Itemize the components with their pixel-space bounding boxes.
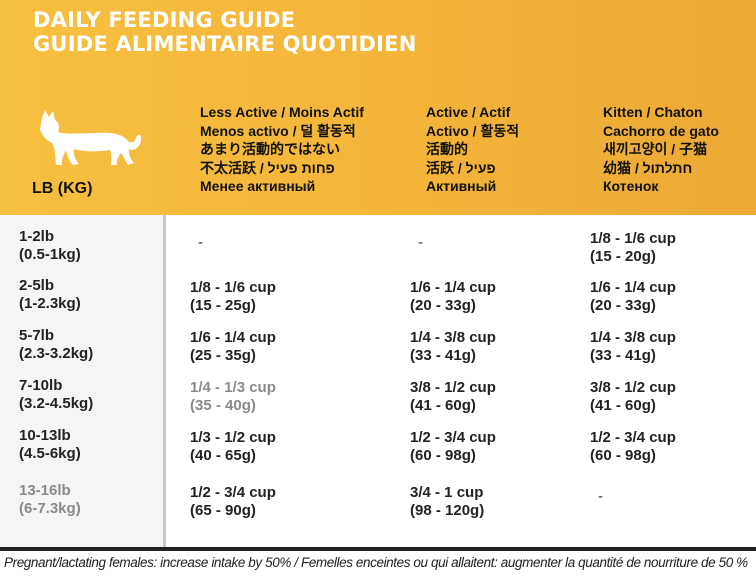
portion-cell: - xyxy=(598,488,603,505)
portion-cell: - xyxy=(198,234,203,251)
weight-label: 5-7lb (2.3-3.2kg) xyxy=(19,327,94,362)
portion-cell: 1/6 - 1/4 cup (20 - 33g) xyxy=(410,279,496,314)
weight-column xyxy=(0,215,166,547)
column-header-less-active: Less Active / Moins Actif Menos activo /… xyxy=(200,104,364,194)
column-header-kitten: Kitten / Chaton Cachorro de gato 새끼고양이 /… xyxy=(603,104,719,194)
title-english: DAILY FEEDING GUIDE xyxy=(33,8,296,32)
portion-cell: - xyxy=(418,234,423,251)
cat-icon xyxy=(40,110,142,165)
portion-cell: 1/8 - 1/6 cup (15 - 25g) xyxy=(190,279,276,314)
weight-label: 2-5lb (1-2.3kg) xyxy=(19,277,81,312)
footer-note-bar: Pregnant/lactating females: increase int… xyxy=(0,549,756,578)
portion-cell: 1/8 - 1/6 cup (15 - 20g) xyxy=(590,230,676,265)
unit-label: LB (KG) xyxy=(32,180,93,197)
header-band: DAILY FEEDING GUIDE GUIDE ALIMENTAIRE QU… xyxy=(0,0,756,215)
portion-cell: 1/6 - 1/4 cup (25 - 35g) xyxy=(190,329,276,364)
portion-cell: 1/6 - 1/4 cup (20 - 33g) xyxy=(590,279,676,314)
weight-label: 7-10lb (3.2-4.5kg) xyxy=(19,377,94,412)
weight-label: 1-2lb (0.5-1kg) xyxy=(19,228,81,263)
portion-cell: 3/8 - 1/2 cup (41 - 60g) xyxy=(410,379,496,414)
weight-label: 13-16lb (6-7.3kg) xyxy=(19,482,81,517)
title-french: GUIDE ALIMENTAIRE QUOTIDIEN xyxy=(33,32,417,56)
portion-cell: 1/2 - 3/4 cup (65 - 90g) xyxy=(190,484,276,519)
footer-note: Pregnant/lactating females: increase int… xyxy=(4,555,748,570)
feeding-table xyxy=(166,215,756,547)
portion-cell: 1/4 - 3/8 cup (33 - 41g) xyxy=(590,329,676,364)
portion-cell: 1/4 - 1/3 cup (35 - 40g) xyxy=(190,379,276,414)
portion-cell: 3/4 - 1 cup (98 - 120g) xyxy=(410,484,485,519)
portion-cell: 1/3 - 1/2 cup (40 - 65g) xyxy=(190,429,276,464)
portion-cell: 1/2 - 3/4 cup (60 - 98g) xyxy=(590,429,676,464)
portion-cell: 3/8 - 1/2 cup (41 - 60g) xyxy=(590,379,676,414)
portion-cell: 1/2 - 3/4 cup (60 - 98g) xyxy=(410,429,496,464)
column-header-active: Active / Actif Activo / 활동적 活動的 活跃 / פעי… xyxy=(426,104,520,194)
portion-cell: 1/4 - 3/8 cup (33 - 41g) xyxy=(410,329,496,364)
weight-label: 10-13lb (4.5-6kg) xyxy=(19,427,81,462)
